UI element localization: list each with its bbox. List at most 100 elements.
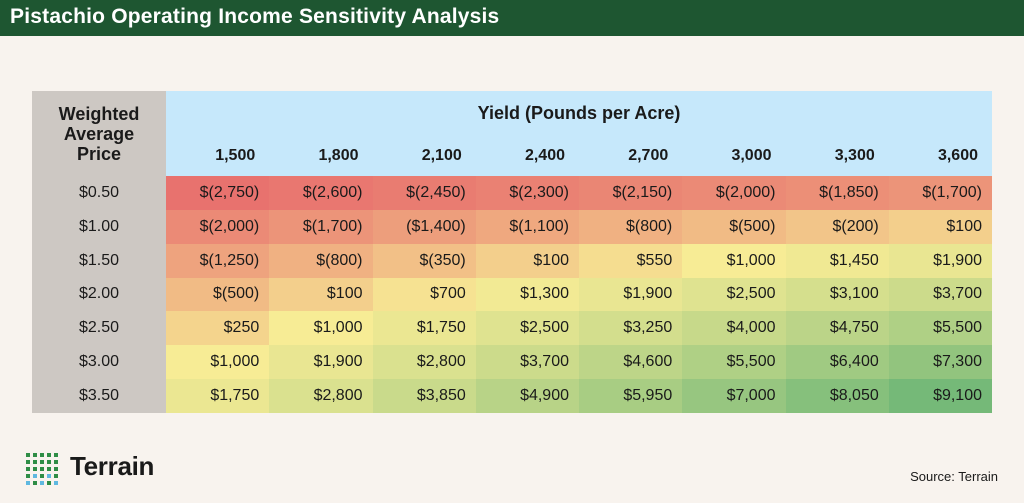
logo-dot <box>47 453 51 457</box>
table-cell: $5,500 <box>682 345 786 380</box>
table-cell: $250 <box>166 311 270 346</box>
table-cell: $9,100 <box>888 379 992 413</box>
column-header: 2,400 <box>475 136 579 176</box>
table-cell: $1,000 <box>682 243 786 278</box>
table-cell: $3,100 <box>785 277 889 312</box>
table-cell: $3,250 <box>579 311 683 346</box>
table-cell: $6,400 <box>785 345 889 380</box>
terrain-logo: Terrain <box>26 451 186 487</box>
table-cell: $(1,700) <box>269 209 373 244</box>
logo-dot <box>26 453 30 457</box>
source-note: Source: Terrain <box>910 469 998 484</box>
column-header: 3,600 <box>888 136 992 176</box>
table-cell: $(200) <box>785 209 889 244</box>
row-header: $1.00 <box>32 209 166 244</box>
table-cell: $(500) <box>682 209 786 244</box>
logo-dot <box>47 474 51 478</box>
table-cell: $1,750 <box>372 311 476 346</box>
table-cell: $1,000 <box>166 345 270 380</box>
logo-dot <box>47 467 51 471</box>
logo-wordmark: Terrain <box>70 451 155 481</box>
table-cell: $(1,250) <box>166 243 270 278</box>
row-header: $3.50 <box>32 379 166 413</box>
logo-dot <box>54 453 58 457</box>
row-header: $0.50 <box>32 176 166 210</box>
column-axis-label: Yield (Pounds per Acre) <box>166 91 992 136</box>
table-cell: $100 <box>475 243 579 278</box>
table-cell: $(2,450) <box>372 176 476 210</box>
logo-dot <box>26 467 30 471</box>
table-cell: $1,450 <box>785 243 889 278</box>
logo-dot <box>54 474 58 478</box>
logo-dot <box>54 460 58 464</box>
table-cell: $(500) <box>166 277 270 312</box>
sensitivity-table: Weighted Average Price Yield (Pounds per… <box>32 91 992 413</box>
table-cell: ($1,400) <box>372 209 476 244</box>
page-title: Pistachio Operating Income Sensitivity A… <box>10 5 500 28</box>
logo-dot <box>33 453 37 457</box>
table-cell: $4,900 <box>475 379 579 413</box>
logo-dot <box>47 481 51 485</box>
logo-dot <box>33 481 37 485</box>
table-cell: $(350) <box>372 243 476 278</box>
logo-dot <box>40 474 44 478</box>
logo-dot <box>40 453 44 457</box>
logo-dot <box>54 467 58 471</box>
column-header: 3,300 <box>785 136 889 176</box>
row-header: $3.00 <box>32 345 166 380</box>
terrain-logo-mark-icon <box>26 453 58 485</box>
table-cell: $1,900 <box>269 345 373 380</box>
logo-dot <box>26 474 30 478</box>
row-header: $2.00 <box>32 277 166 312</box>
table-cell: $(2,750) <box>166 176 270 210</box>
table-cell: $(800) <box>579 209 683 244</box>
table-cell: $(2,600) <box>269 176 373 210</box>
table-cell: $(2,150) <box>579 176 683 210</box>
table-cell: $(2,300) <box>475 176 579 210</box>
logo-dot <box>33 460 37 464</box>
column-header: 1,500 <box>166 136 270 176</box>
table-cell: $2,500 <box>682 277 786 312</box>
table-cell: $(1,700) <box>888 176 992 210</box>
table-cell: $700 <box>372 277 476 312</box>
table-cell: $3,700 <box>888 277 992 312</box>
logo-dot <box>33 467 37 471</box>
table-cell: $3,850 <box>372 379 476 413</box>
table-cell: $2,500 <box>475 311 579 346</box>
table-cell: $4,600 <box>579 345 683 380</box>
table-cell: $(2,000) <box>682 176 786 210</box>
logo-dot <box>40 481 44 485</box>
table-cell: $2,800 <box>372 345 476 380</box>
table-cell: $1,300 <box>475 277 579 312</box>
table-cell: $1,000 <box>269 311 373 346</box>
logo-dot <box>40 460 44 464</box>
table-cell: $(800) <box>269 243 373 278</box>
table-cell: $(1,100) <box>475 209 579 244</box>
table-cell: $2,800 <box>269 379 373 413</box>
logo-dot <box>54 481 58 485</box>
row-header: $2.50 <box>32 311 166 346</box>
table-cell: $(1,850) <box>785 176 889 210</box>
column-header: 2,700 <box>579 136 683 176</box>
logo-dot <box>47 460 51 464</box>
table-cell: $1,750 <box>166 379 270 413</box>
row-header: $1.50 <box>32 243 166 278</box>
title-bar: Pistachio Operating Income Sensitivity A… <box>0 0 1024 36</box>
table-cell: $100 <box>269 277 373 312</box>
column-header: 2,100 <box>372 136 476 176</box>
logo-dot <box>26 481 30 485</box>
logo-dot <box>26 460 30 464</box>
table-cell: $8,050 <box>785 379 889 413</box>
table-cell: $3,700 <box>475 345 579 380</box>
table-cell: $7,000 <box>682 379 786 413</box>
logo-dot <box>33 474 37 478</box>
table-cell: $100 <box>888 209 992 244</box>
row-axis-label: Weighted Average Price <box>32 91 166 176</box>
column-header: 3,000 <box>682 136 786 176</box>
table-cell: $550 <box>579 243 683 278</box>
table-cell: $4,000 <box>682 311 786 346</box>
table-cell: $(2,000) <box>166 209 270 244</box>
table-cell: $1,900 <box>888 243 992 278</box>
table-cell: $5,950 <box>579 379 683 413</box>
table-cell: $7,300 <box>888 345 992 380</box>
